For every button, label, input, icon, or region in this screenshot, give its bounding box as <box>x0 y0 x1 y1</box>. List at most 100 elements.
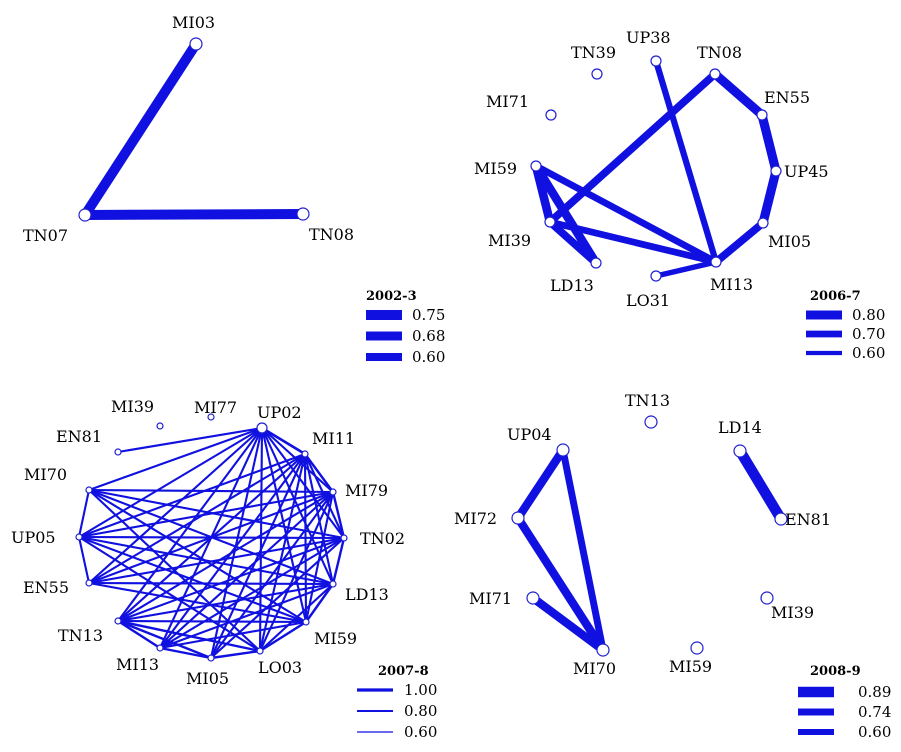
node-label-en81: EN81 <box>56 427 102 446</box>
edge-lo03-mi79 <box>259 491 334 652</box>
legend-value: 0.60 <box>858 723 891 741</box>
node-label-mi79: MI79 <box>345 481 388 500</box>
node-label-mi77: MI77 <box>194 398 237 417</box>
edge-up05-en55 <box>77 536 91 584</box>
node-up05 <box>75 533 83 541</box>
edge-tn13-lo03 <box>117 619 261 653</box>
node-label-tn08: TN08 <box>309 225 354 244</box>
node-mi39 <box>760 591 774 605</box>
node-mi13 <box>710 256 722 268</box>
legend-value: 0.68 <box>412 327 445 345</box>
node-tn39 <box>591 68 603 80</box>
edge-mi39-mi13 <box>549 218 717 266</box>
node-label-mi39: MI39 <box>771 603 814 622</box>
legend-2002-3: 2002-3 0.75 0.68 0.60 <box>366 289 445 366</box>
edge-up02-tn02 <box>261 427 345 539</box>
edge-en55-up45 <box>757 113 781 173</box>
edge-up04-mi70 <box>559 449 607 651</box>
panel-2002-3: MI03 TN07 TN08 2002-3 0.75 0.68 0.60 <box>23 13 445 366</box>
node-label-up02: UP02 <box>257 403 302 422</box>
node-label-mi59: MI59 <box>314 629 357 648</box>
node-lo31 <box>650 270 662 282</box>
node-mi39 <box>544 216 556 228</box>
edge-up04-mi72 <box>514 447 567 521</box>
node-tn08 <box>296 207 310 221</box>
node-mi05 <box>207 654 215 662</box>
node-label-lo03: LO03 <box>258 658 302 677</box>
legend-value: 0.60 <box>852 344 885 362</box>
edge-tn13-mi79 <box>117 491 334 622</box>
node-label-tn08: TN08 <box>697 43 742 62</box>
legend-value: 0.60 <box>412 348 445 366</box>
node-label-mi71: MI71 <box>469 589 512 608</box>
node-ld14 <box>733 444 747 458</box>
node-ld13 <box>590 257 602 269</box>
edge-up02-tn13 <box>117 427 263 622</box>
legend-value: 0.75 <box>412 306 445 324</box>
edge-up02-mi05 <box>209 427 264 659</box>
edge-mi13-mi79 <box>159 491 334 649</box>
edge-up05-ld13 <box>78 535 334 586</box>
node-label-tn13: TN13 <box>58 626 103 645</box>
panel-2008-9: TN13 UP04 LD14 MI72 EN81 MI71 MI39 MI70 MI59 200… <box>454 391 891 741</box>
legend-value: 0.70 <box>852 325 885 343</box>
node-label-mi72: MI72 <box>454 509 497 528</box>
edge-mi59-mi13 <box>534 163 718 265</box>
node-label-mi03: MI03 <box>172 13 215 32</box>
edge-mi05-mi13 <box>713 220 766 265</box>
node-lo03 <box>256 647 264 655</box>
legend-title: 2008-9 <box>810 664 861 679</box>
node-label-mi05: MI05 <box>768 232 811 251</box>
edge-en55-mi11 <box>88 453 306 584</box>
node-tn13 <box>114 617 122 625</box>
edge-mi71-mi70 <box>530 594 606 654</box>
edge-tn07-tn08 <box>84 209 304 220</box>
node-label-en55: EN55 <box>764 88 810 107</box>
edge-mi05-tn02 <box>210 537 345 659</box>
node-mi70 <box>85 486 93 494</box>
node-label-en81: EN81 <box>785 510 831 529</box>
node-mi71 <box>545 109 557 121</box>
node-label-up05: UP05 <box>11 528 56 547</box>
edge-up02-mi70 <box>88 427 263 491</box>
node-mi11 <box>301 450 309 458</box>
legend-value: 0.89 <box>858 683 891 701</box>
edge-en55-tn02 <box>88 536 345 585</box>
edge-lo03-mi05 <box>210 649 261 660</box>
node-mi05 <box>757 217 769 229</box>
edge-tn13-mi11 <box>117 453 306 622</box>
node-mi03 <box>189 37 203 51</box>
node-label-mi71: MI71 <box>486 92 529 111</box>
legend-2006-7: 2006-7 0.800.700.60 <box>806 289 885 362</box>
edge-mi70-tn02 <box>88 488 345 540</box>
edge-mi13-mi11 <box>159 453 306 649</box>
edge-mi59-mi79 <box>304 491 335 623</box>
edge-mi70-mi79 <box>88 488 334 494</box>
legend-title: 2006-7 <box>810 289 861 304</box>
edge-mi03-tn07 <box>80 41 201 218</box>
node-label-mi39: MI39 <box>111 397 154 416</box>
edge-en55-ld13 <box>88 581 334 586</box>
node-tn13 <box>644 415 658 429</box>
node-mi72 <box>511 511 525 525</box>
node-label-up04: UP04 <box>507 425 552 444</box>
node-label-mi70: MI70 <box>24 465 67 484</box>
node-label-ld13: LD13 <box>550 276 594 295</box>
node-en55 <box>756 109 768 121</box>
edge-up02-en81 <box>117 426 263 454</box>
node-mi77 <box>207 413 215 421</box>
node-up04 <box>556 443 570 457</box>
legend-2007-8: 2007-8 1.00 0.80 0.60 <box>357 664 437 741</box>
node-label-mi11: MI11 <box>312 429 355 448</box>
edge-mi11-mi79 <box>304 453 334 493</box>
edge-mi39-ld13 <box>547 219 599 266</box>
panel-2006-7: TN39 UP38 TN08 MI71 EN55 MI59 UP45 MI39 MI05 LD13… <box>474 28 885 362</box>
legend-value: 0.80 <box>404 702 437 720</box>
edge-mi72-mi70 <box>514 515 607 653</box>
edge-ld13-mi59 <box>305 583 334 623</box>
node-label-mi13: MI13 <box>116 655 159 674</box>
edge-mi13-tn02 <box>159 537 345 649</box>
edge-mi13-tn13 <box>117 619 161 650</box>
edge-mi59-lo03 <box>259 620 307 653</box>
edge-up02-up05 <box>78 427 263 538</box>
